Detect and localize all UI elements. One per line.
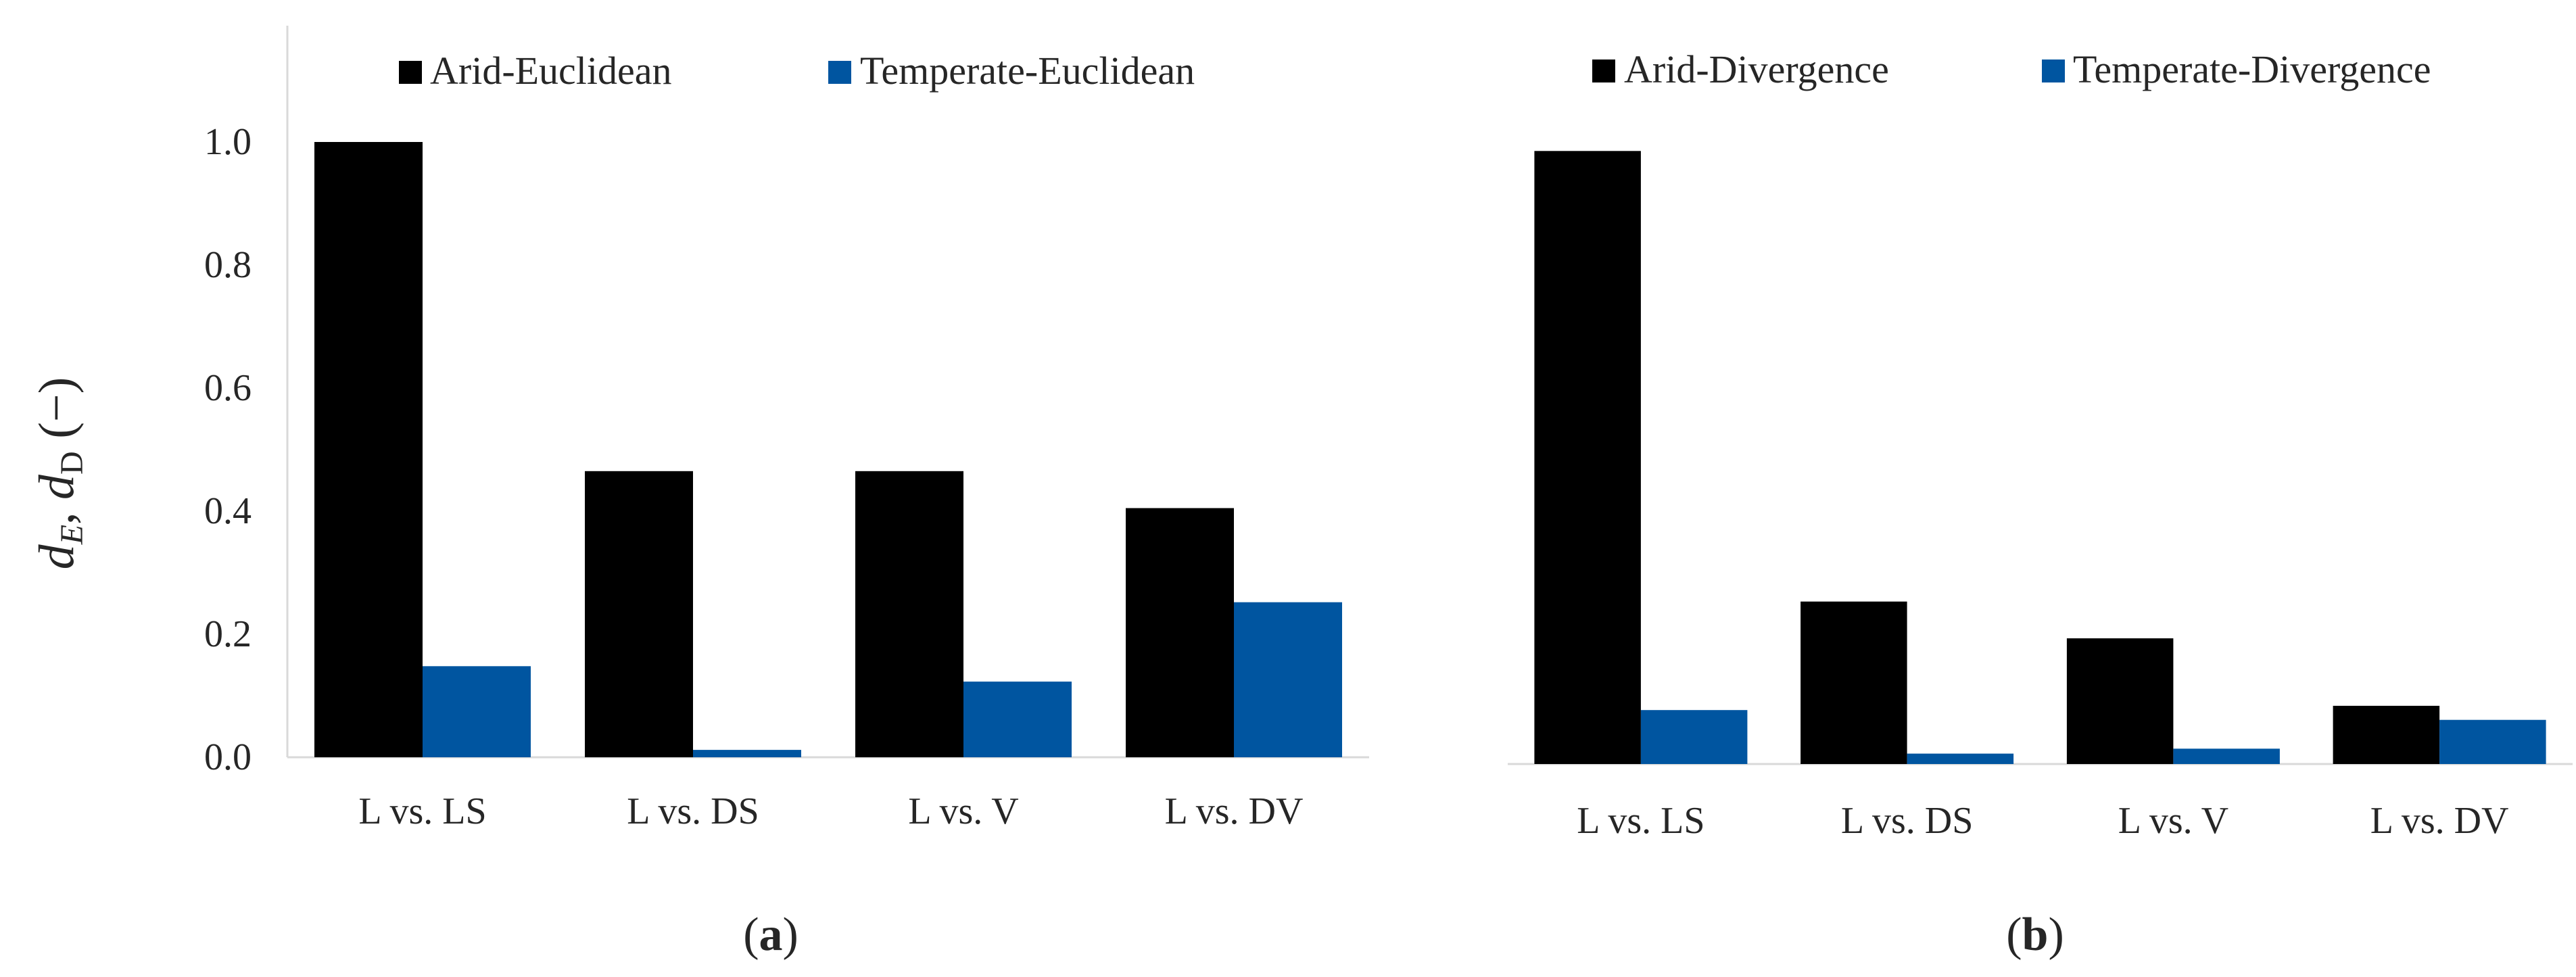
bar-temperate-euclidean-l-vs-dv <box>1234 602 1342 757</box>
y-axis-label-sub1: E <box>54 525 90 545</box>
bar-arid-euclidean-l-vs-ds <box>585 471 693 757</box>
bar-arid-euclidean-l-vs-dv <box>1126 508 1234 757</box>
category-label-l-vs-v: L vs. V <box>2118 800 2228 842</box>
panel-label-a-letter: a <box>759 909 783 961</box>
panel-label-b-letter: b <box>2022 909 2049 961</box>
bar-temperate-divergence-l-vs-ls <box>1640 710 1748 764</box>
legend-label-temperate-divergence: Temperate-Divergence <box>2073 47 2431 91</box>
y-axis-label-d1: d <box>29 544 85 569</box>
y-axis-label-sep: , <box>29 500 85 525</box>
category-labels: L vs. LS L vs. DS L vs. V L vs. DV <box>358 790 1303 832</box>
bar-arid-euclidean-l-vs-ls <box>314 142 423 757</box>
category-label-l-vs-v: L vs. V <box>908 790 1018 832</box>
y-tick-label: 0.2 <box>204 613 252 655</box>
chart-panel-b: L vs. LS L vs. DS L vs. V L vs. DV Arid-Div… <box>1508 47 2573 961</box>
bar-arid-divergence-l-vs-ds <box>1800 601 1907 764</box>
legend: Arid-Euclidean Temperate-Euclidean <box>399 49 1195 93</box>
panel-label-a: (a) <box>743 909 798 961</box>
bar-arid-divergence-l-vs-ls <box>1534 151 1641 765</box>
category-label-l-vs-ds: L vs. DS <box>1841 800 1974 842</box>
bar-temperate-euclidean-l-vs-ds <box>693 750 801 757</box>
y-axis-label-sub2: D <box>54 451 90 475</box>
chart-panel-a: 0.00.20.40.60.81.0 L vs. LS L vs. DS L vs.… <box>204 26 1369 961</box>
y-tick-label: 1.0 <box>204 121 252 163</box>
panel-label-b: (b) <box>2006 909 2064 961</box>
bar-arid-divergence-l-vs-v <box>2066 638 2174 764</box>
legend-swatch-arid-euclidean <box>399 61 422 84</box>
bar-arid-divergence-l-vs-dv <box>2333 705 2440 764</box>
bar-temperate-divergence-l-vs-dv <box>2439 719 2546 764</box>
y-axis-label-unit: (−) <box>29 377 85 452</box>
y-axis-label-d2: d <box>29 474 85 500</box>
bar-temperate-divergence-l-vs-v <box>2173 748 2280 764</box>
y-tick-labels: 0.0 0.2 0.4 0.6 0.8 1.0 <box>204 121 252 778</box>
legend-swatch-temperate-divergence <box>2042 59 2065 82</box>
bar-temperate-euclidean-l-vs-ls <box>423 666 531 757</box>
category-labels: L vs. LS L vs. DS L vs. V L vs. DV <box>1577 800 2508 842</box>
legend-swatch-temperate-euclidean <box>828 61 851 84</box>
legend-label-temperate-euclidean: Temperate-Euclidean <box>860 49 1195 93</box>
legend-label-arid-divergence: Arid-Divergence <box>1624 47 1889 91</box>
bar-arid-euclidean-l-vs-v <box>855 471 963 757</box>
category-label-l-vs-dv: L vs. DV <box>2370 800 2509 842</box>
bar-temperate-euclidean-l-vs-v <box>963 682 1072 757</box>
category-label-l-vs-ls: L vs. LS <box>358 790 486 832</box>
legend-label-arid-euclidean: Arid-Euclidean <box>430 49 672 93</box>
y-tick-label: 0.0 <box>204 736 252 778</box>
legend-swatch-arid-divergence <box>1592 59 1615 82</box>
y-tick-label: 0.4 <box>204 490 252 532</box>
category-label-l-vs-ds: L vs. DS <box>627 790 759 832</box>
y-axis-label: dE, dD (−) <box>29 377 90 570</box>
bar-temperate-divergence-l-vs-ds <box>1907 753 2014 764</box>
legend: Arid-Divergence Temperate-Divergence <box>1592 47 2431 91</box>
bar-series <box>314 142 1342 757</box>
category-label-l-vs-ls: L vs. LS <box>1577 800 1704 842</box>
y-tick-label: 0.6 <box>204 367 252 409</box>
category-label-l-vs-dv: L vs. DV <box>1165 790 1304 832</box>
y-tick-label: 0.8 <box>204 244 252 286</box>
bar-series <box>1534 151 2546 765</box>
